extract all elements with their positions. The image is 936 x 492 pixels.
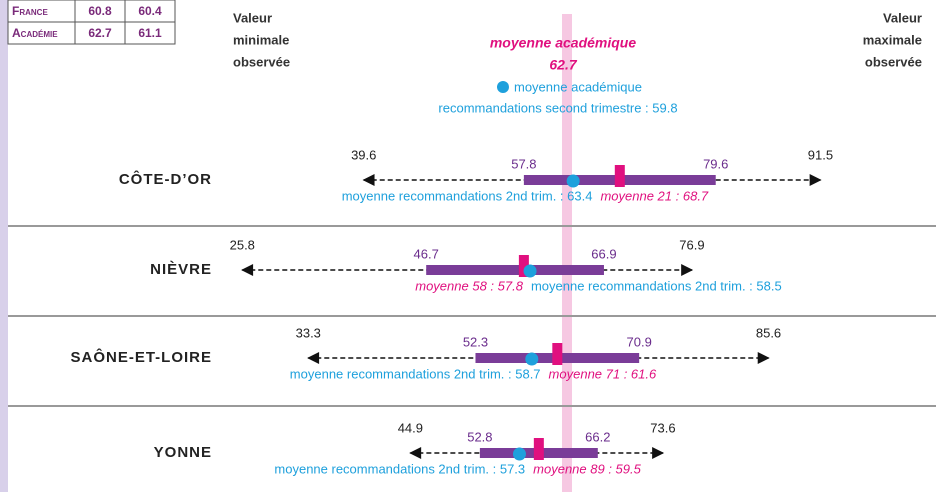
recommendation-label: moyenne recommandations 2nd trim. : 63.4 — [342, 188, 593, 203]
mean-label: moyenne 21 : 68.7 — [600, 188, 708, 203]
min-label: 25.8 — [230, 237, 255, 252]
max-label: 85.6 — [756, 325, 781, 340]
table-cell: 60.4 — [138, 4, 162, 18]
high-label: 70.9 — [627, 334, 652, 349]
right-label: Valeur — [883, 10, 922, 25]
mean-band — [562, 14, 572, 492]
min-label: 44.9 — [398, 420, 423, 435]
table-cell: 60.8 — [88, 4, 112, 18]
academic-mean-value: 62.7 — [549, 57, 577, 73]
max-label: 73.6 — [650, 420, 675, 435]
left-strip — [0, 0, 8, 492]
left-label: observée — [233, 54, 290, 69]
recommendation-mean — [525, 352, 539, 366]
range-bar — [426, 265, 604, 275]
recommendation-mean — [512, 447, 526, 461]
recommendation-mean — [566, 174, 580, 188]
mean-label: moyenne 58 : 57.8 — [415, 278, 523, 293]
department-mean — [614, 165, 625, 187]
department-name: CÔTE-D’OR — [119, 170, 212, 188]
mean-label: moyenne 89 : 59.5 — [533, 461, 641, 476]
min-label: 33.3 — [296, 325, 321, 340]
left-label: Valeur — [233, 10, 272, 25]
high-label: 79.6 — [703, 156, 728, 171]
department-mean — [552, 343, 563, 365]
table-cell: 61.1 — [138, 26, 162, 40]
low-label: 52.8 — [467, 429, 492, 444]
department-mean — [518, 255, 529, 277]
high-label: 66.2 — [585, 429, 610, 444]
right-label: observée — [865, 54, 922, 69]
max-label: 91.5 — [808, 147, 833, 162]
legend-dot — [497, 81, 509, 93]
min-label: 39.6 — [351, 147, 376, 162]
high-label: 66.9 — [591, 246, 616, 261]
recommendation-label: moyenne recommandations 2nd trim. : 58.5 — [531, 278, 782, 293]
table-cell: France — [12, 4, 48, 18]
max-label: 76.9 — [679, 237, 704, 252]
legend-label: moyenne académique — [514, 79, 642, 94]
table-cell: Académie — [12, 26, 58, 40]
low-label: 52.3 — [463, 334, 488, 349]
low-label: 46.7 — [414, 246, 439, 261]
department-mean — [533, 438, 544, 460]
department-name: YONNE — [154, 444, 212, 461]
recommendation-label: moyenne recommandations 2nd trim. : 58.7 — [290, 366, 541, 381]
department-name: SAÔNE-ET-LOIRE — [70, 348, 212, 366]
left-label: minimale — [233, 32, 289, 47]
recommendation-label: moyenne recommandations 2nd trim. : 57.3 — [274, 461, 525, 476]
table-cell: 62.7 — [88, 26, 112, 40]
department-name: NIÈVRE — [150, 261, 212, 278]
low-label: 57.8 — [511, 156, 536, 171]
mean-label: moyenne 71 : 61.6 — [549, 366, 657, 381]
recommendation-mean — [523, 264, 537, 278]
academic-mean-label: moyenne académique — [490, 35, 636, 51]
legend-note: recommandations second trimestre : 59.8 — [438, 100, 677, 115]
right-label: maximale — [863, 32, 922, 47]
